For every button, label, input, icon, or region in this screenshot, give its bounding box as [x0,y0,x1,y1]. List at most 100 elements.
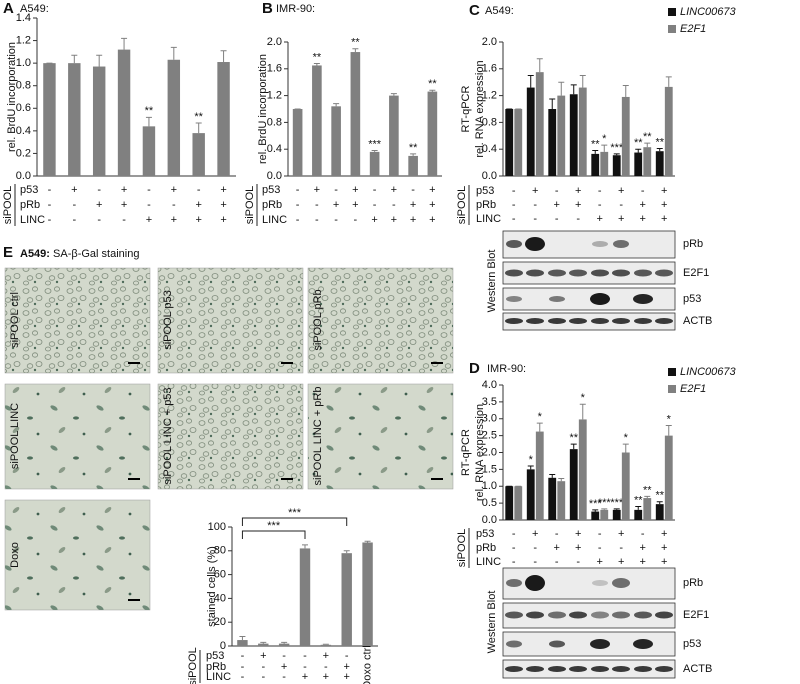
condition-name: p53 [20,184,38,196]
error-bar [656,501,663,505]
micrograph: siPOOL LINC [4,383,151,490]
condition-cell: - [72,199,76,211]
band [633,639,653,649]
band [548,611,566,619]
condition-cell: - [48,214,52,226]
condition-cell: - [533,556,537,568]
chart-title: IMR-90: [276,3,315,15]
bar [643,498,652,520]
band [526,318,544,324]
band [569,318,587,324]
bar [535,431,544,520]
condition-cell: - [576,556,580,568]
error-bar [195,122,202,134]
y-tick-label: 40 [214,592,226,604]
condition-cell: + [314,184,320,196]
error-bar [170,46,177,60]
band [548,666,566,672]
condition-name: LINC [20,214,45,226]
condition-cell: + [429,214,435,226]
bar [362,542,373,646]
bar [117,49,131,176]
image-label: siPOOL LINC + p53 [162,387,174,484]
y-tick-label: 1.0 [482,480,497,492]
condition-cell: + [323,671,329,683]
condition-cell: + [597,213,603,225]
significance: ** [428,78,437,90]
condition-cell: + [661,556,667,568]
bar [505,109,514,176]
condition-cell: + [554,542,560,554]
y-tick-label: 2.0 [482,36,497,48]
condition-cell: - [241,671,245,683]
y-tick-label: 1.2 [267,90,282,102]
y-tick-label: 20 [214,616,226,628]
y-tick-label: 0.2 [16,147,31,159]
error-bar [239,635,246,641]
condition-cell: - [324,661,328,673]
condition-cell: + [532,528,538,540]
condition-cell: + [343,661,349,673]
y-tick-label: 1.2 [16,34,31,46]
error-bar [665,425,672,436]
condition-cell: - [512,528,516,540]
significance: ** [655,136,664,148]
band [526,611,544,619]
bar [569,94,578,176]
chart-title: A549: [20,3,49,15]
bar [341,553,352,646]
condition-cell: - [619,199,623,211]
bracket [241,517,348,526]
condition-name: p53 [476,528,494,540]
band-label: ACTB [683,663,712,675]
condition-cell: - [373,199,377,211]
bar [569,449,578,520]
error-bar [343,550,350,554]
significance: ** [409,142,418,154]
condition-cell: + [71,184,77,196]
band [506,240,522,248]
y-tick-label: 0.0 [16,170,31,182]
y-tick-label: 0.4 [16,125,31,137]
legend-swatch [668,25,676,33]
band [592,241,608,247]
bar [526,87,535,176]
bar [514,109,523,176]
bar [634,152,643,176]
y-axis-label: rel. RNA expression [474,404,486,501]
error-bar [302,544,308,549]
error-bar [622,443,629,453]
band [569,666,587,672]
western-blot: Western Blot pRb E2F1 p53 ACTB [486,230,712,331]
error-bar [281,641,288,644]
condition-cell: + [618,213,624,225]
blot-label: Western Blot [486,250,498,313]
band [613,240,629,248]
band [505,611,523,619]
condition-cell: + [532,185,538,197]
condition-cell: - [296,214,300,226]
band-label: p53 [683,293,701,305]
condition-cell: - [122,214,126,226]
bar [192,133,205,176]
y-tick-label: 1.4 [16,12,31,24]
condition-cell: - [641,528,645,540]
bar [548,109,557,176]
cells [158,268,303,373]
bar [535,72,544,176]
bracket [241,530,306,539]
condition-cell: + [391,184,397,196]
legend-label: LINC00673 [680,366,737,378]
error-bar [644,142,651,148]
band [505,666,523,672]
condition-cell: + [220,199,226,211]
condition-cell: + [575,542,581,554]
condition-cell: - [315,214,319,226]
bar [505,486,514,520]
y-tick-label: 60 [214,569,226,581]
y-tick-label: 0.8 [16,80,31,92]
condition-cell: + [575,199,581,211]
significance: ** [569,432,578,444]
micrograph: Doxo [4,499,151,611]
significance: ** [643,484,652,496]
